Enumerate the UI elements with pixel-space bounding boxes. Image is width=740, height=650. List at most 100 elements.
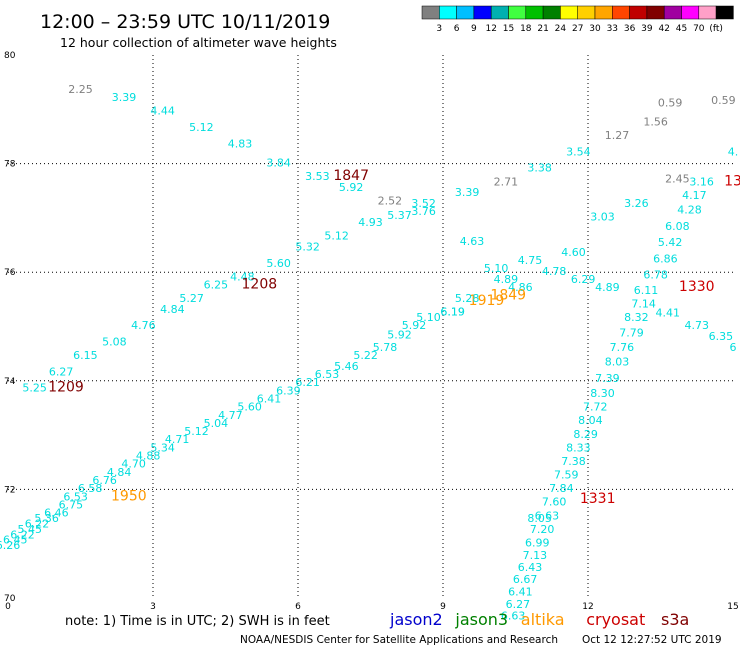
data-label: 5.60 (237, 401, 262, 414)
data-label: 4.84 (160, 303, 185, 316)
data-label: 4.60 (561, 246, 586, 259)
legend-swatch (525, 5, 544, 20)
data-label: 1849 (490, 287, 526, 303)
data-label: 4.88 (136, 450, 161, 463)
data-label: 3.39 (112, 91, 137, 104)
legend-swatch (560, 5, 578, 20)
legend-label: 45 (676, 24, 687, 34)
legend-label: 24 (555, 24, 567, 34)
data-label: 5.92 (339, 181, 364, 194)
chart-subtitle: 12 hour collection of altimeter wave hei… (60, 35, 337, 50)
data-label: 5.12 (184, 425, 209, 438)
data-label: 1330 (679, 279, 715, 295)
data-label: 1208 (242, 276, 278, 292)
data-label: 7.14 (631, 297, 656, 310)
data-label: 7.72 (583, 401, 608, 414)
data-label: 3.39 (455, 186, 480, 199)
legend-label: 12 (485, 24, 496, 34)
data-label: 3.54 (566, 145, 591, 158)
satellite-s3a: s3a (661, 610, 689, 629)
legend-swatch (715, 5, 734, 20)
data-label: 3.38 (527, 162, 552, 175)
data-label: 6.78 (643, 269, 668, 282)
data-label: 5.04 (204, 417, 229, 430)
data-label: 8.33 (566, 441, 591, 454)
x-tick-label: 12 (582, 602, 593, 612)
data-label: 5.25 (22, 382, 47, 395)
data-label: 3.84 (266, 156, 291, 169)
x-tick-label: 9 (440, 602, 446, 612)
data-label: 3.16 (689, 175, 714, 188)
y-tick-label: 76 (4, 268, 16, 278)
color-scale-legend: 3 6 9 12 15 18 21 24 27 30 33 36 39 42 45 70 (ft) (421, 5, 734, 34)
data-label: 6.22 (25, 517, 50, 530)
data-label: 5.37 (387, 209, 412, 222)
data-label: 6.46 (44, 507, 69, 520)
x-tick-label: 15 (727, 602, 738, 612)
data-label: 4.44 (150, 105, 175, 118)
legend-swatch (629, 5, 648, 20)
data-label: 1950 (111, 488, 147, 504)
data-label: 4.75 (518, 254, 543, 267)
data-label: 8.03 (605, 356, 630, 369)
data-label: 6.63 (535, 509, 560, 522)
data-label: 7.79 (619, 326, 644, 339)
data-label: 5.92 (387, 328, 412, 341)
legend-swatch (698, 5, 717, 20)
data-label: 7.39 (595, 372, 620, 385)
satellite-jason3: jason3 (454, 610, 508, 629)
x-tick-label: 6 (295, 602, 301, 612)
data-label: 2.45 (665, 173, 690, 186)
data-label: 0.59 (711, 94, 736, 107)
data-label: 6.27 (49, 365, 74, 378)
data-label: 6.41 (257, 393, 282, 406)
data-label: 1209 (48, 380, 84, 396)
data-label: 5.08 (102, 336, 127, 349)
axes: 0 3 6 9 12 15 70 72 74 76 78 80 (4, 51, 739, 612)
data-label: 5.92 (402, 319, 427, 332)
data-label: 7.59 (554, 469, 579, 482)
data-label: 6.35 (709, 330, 734, 343)
data-label: 5.32 (295, 240, 320, 253)
y-tick-label: 78 (4, 160, 16, 170)
data-label: 6.22 (10, 528, 35, 541)
satellite-legend: jason2 jason3 altika cryosat s3a (389, 610, 689, 629)
data-label: 6 (730, 341, 737, 354)
data-label: 4.77 (218, 409, 243, 422)
data-label: 4.89 (595, 281, 620, 294)
data-label: 8.29 (573, 428, 598, 441)
legend-label: 21 (537, 24, 548, 34)
legend-label: 70 (693, 24, 705, 34)
legend-label: 36 (624, 24, 636, 34)
y-tick-label: 70 (4, 594, 16, 604)
data-label: 4. (728, 145, 739, 158)
legend-swatch (542, 5, 561, 20)
legend-label: 42 (658, 24, 669, 34)
data-label: 4.28 (677, 204, 702, 217)
data-label: 3.26 (624, 197, 649, 210)
data-label: 8.32 (624, 311, 649, 324)
data-label: 3.03 (590, 211, 615, 224)
data-label: 5.36 (34, 512, 59, 525)
y-tick-label: 74 (4, 377, 16, 387)
footer-credit: NOAA/NESDIS Center for Satellite Applica… (240, 634, 558, 646)
data-label: 6.53 (63, 490, 88, 503)
data-label: 7.84 (549, 482, 574, 495)
data-label: 2.52 (378, 194, 403, 207)
data-label: 6.76 (92, 474, 117, 487)
data-label: 1919 (469, 293, 505, 309)
legend-swatch (490, 5, 509, 20)
data-label: 6.63 (501, 610, 526, 623)
data-label: 4.84 (107, 466, 132, 479)
data-label: 2.25 (68, 83, 93, 96)
legend-label: 27 (572, 24, 583, 34)
x-tick-label: 3 (150, 602, 156, 612)
data-label: 6.39 (276, 384, 301, 397)
satellite-altika: altika (521, 610, 565, 629)
legend-label: 9 (471, 24, 477, 34)
data-label: 5.45 (18, 523, 43, 536)
legend-label: 33 (607, 24, 618, 34)
legend-swatch (577, 5, 596, 20)
data-label: 5.60 (266, 257, 291, 270)
